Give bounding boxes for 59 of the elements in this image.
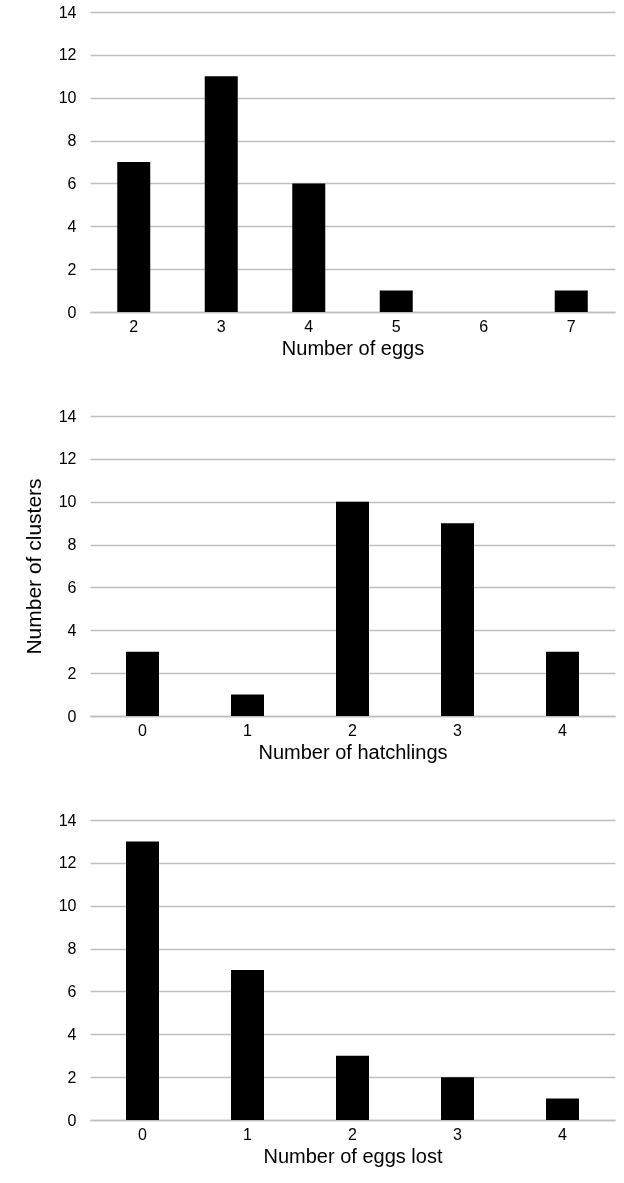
bar: [546, 651, 579, 716]
x-axis-title: Number of hatchlings: [258, 740, 448, 763]
y-tick-label: 8: [67, 536, 77, 554]
x-tick-label: 4: [304, 317, 314, 335]
x-tick-label: 5: [391, 317, 401, 335]
x-tick-label: 4: [558, 1125, 568, 1143]
y-tick-label: 12: [58, 854, 77, 872]
x-tick-label: 2: [129, 317, 139, 335]
y-tick-label: 2: [67, 1068, 77, 1086]
y-tick-label: 6: [67, 982, 77, 1000]
x-tick-label: 6: [479, 317, 489, 335]
bar: [231, 694, 264, 716]
bar: [546, 1098, 579, 1120]
y-tick-label: 0: [67, 303, 77, 321]
y-tick-label: 4: [67, 1025, 77, 1043]
x-axis-title: Number of eggs: [281, 336, 425, 359]
y-tick-label: 4: [67, 621, 77, 639]
bar: [379, 290, 413, 312]
y-tick-label: 6: [67, 174, 77, 192]
bar: [126, 651, 159, 716]
y-tick-label: 8: [67, 132, 77, 150]
x-tick-label: 2: [348, 1125, 358, 1143]
x-tick-label: 4: [558, 721, 568, 739]
x-tick-label: 7: [566, 317, 576, 335]
x-tick-label: 3: [216, 317, 226, 335]
y-tick-label: 14: [58, 3, 77, 21]
y-tick-label: 2: [67, 260, 77, 278]
bar: [292, 183, 326, 312]
y-tick-label: 14: [58, 811, 77, 829]
y-tick-label: 10: [58, 89, 77, 107]
bar: [554, 290, 588, 312]
bar: [441, 523, 474, 716]
x-tick-label: 1: [243, 721, 253, 739]
y-tick-label: 14: [58, 407, 77, 425]
y-tick-label: 4: [67, 217, 77, 235]
y-tick-label: 6: [67, 578, 77, 596]
x-tick-label: 3: [453, 721, 463, 739]
bar: [336, 501, 369, 716]
x-tick-label: 0: [138, 721, 148, 739]
y-tick-label: 8: [67, 940, 77, 958]
bar: [117, 162, 151, 312]
y-tick-label: 10: [58, 493, 77, 511]
y-tick-label: 2: [67, 664, 77, 682]
x-tick-label: 3: [453, 1125, 463, 1143]
x-tick-label: 0: [138, 1125, 148, 1143]
y-axis-title: Number of clusters: [21, 478, 45, 655]
bar: [441, 1077, 474, 1120]
y-tick-label: 12: [58, 46, 77, 64]
bar: [204, 76, 238, 312]
bar: [231, 970, 264, 1120]
y-tick-label: 10: [58, 897, 77, 915]
x-tick-label: 2: [348, 721, 358, 739]
x-tick-label: 1: [243, 1125, 253, 1143]
y-tick-label: 12: [58, 450, 77, 468]
bar: [336, 1055, 369, 1120]
bar: [126, 841, 159, 1120]
x-axis-title: Number of eggs lost: [263, 1144, 443, 1167]
y-tick-label: 0: [67, 1111, 77, 1129]
y-tick-label: 0: [67, 707, 77, 725]
